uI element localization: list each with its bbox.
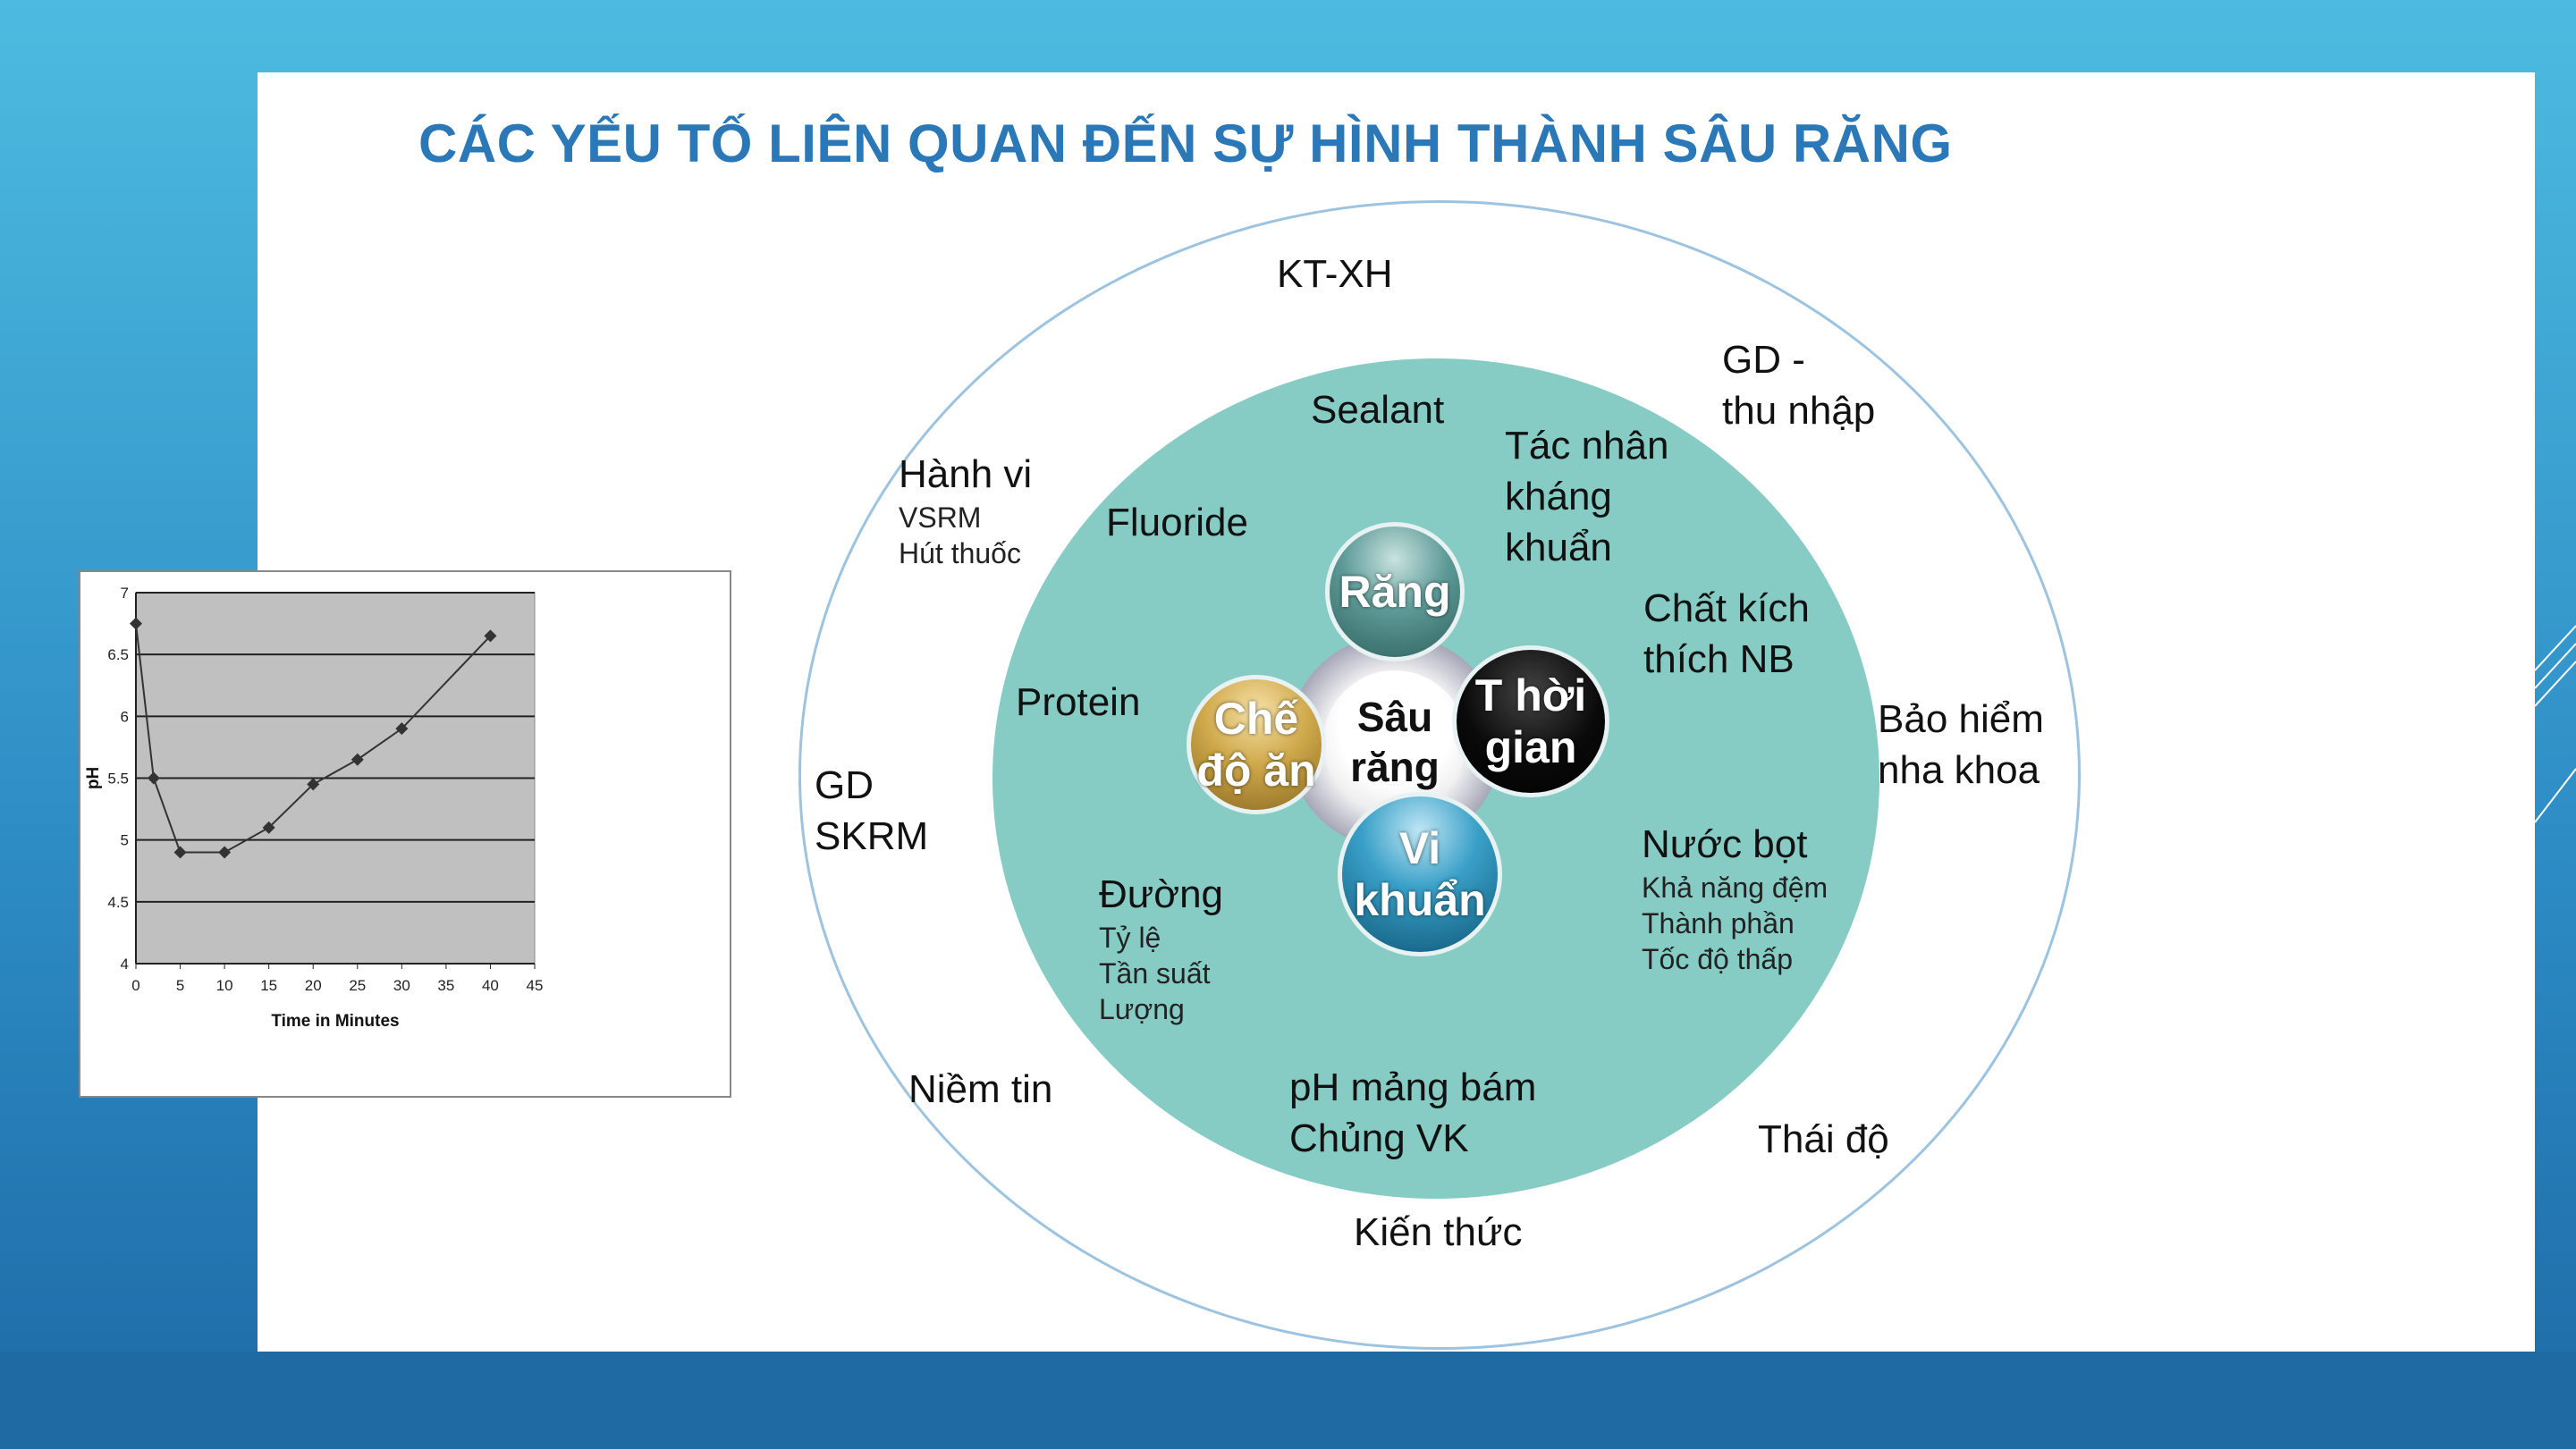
item: Thành phần bbox=[1642, 907, 1795, 939]
y-axis-label: pH bbox=[84, 767, 103, 789]
line: kháng bbox=[1505, 475, 1612, 518]
line: GD bbox=[815, 763, 874, 807]
label-fluoride: Fluoride bbox=[1106, 501, 1248, 544]
x-tick-label: 45 bbox=[527, 977, 544, 994]
data-point bbox=[147, 771, 160, 785]
node-rang: Răng bbox=[1325, 522, 1465, 661]
line: pH mảng bám bbox=[1289, 1066, 1537, 1109]
label-sealant: Sealant bbox=[1311, 388, 1445, 432]
line: khuẩn bbox=[1354, 875, 1486, 925]
line: độ ăn bbox=[1196, 746, 1316, 796]
item: Lượng bbox=[1099, 993, 1185, 1025]
node-che-do-an: Chế độ ăn bbox=[1187, 675, 1326, 814]
label-gd-skrm: GD SKRM bbox=[815, 760, 928, 862]
x-tick-label: 20 bbox=[305, 977, 322, 994]
heading: Nước bọt bbox=[1642, 822, 1808, 866]
x-tick-label: 10 bbox=[216, 977, 233, 994]
item: Tỷ lệ bbox=[1099, 922, 1161, 954]
bottom-band bbox=[0, 1352, 2576, 1449]
x-tick-label: 5 bbox=[176, 977, 184, 994]
label-tac-nhan: Tác nhân kháng khuẩn bbox=[1505, 420, 1668, 573]
label-bao-hiem: Bảo hiểm nha khoa bbox=[1878, 694, 2044, 796]
item: VSRM bbox=[899, 501, 982, 534]
line: khuẩn bbox=[1505, 526, 1612, 569]
decorative-lines bbox=[2535, 625, 2576, 823]
line: gian bbox=[1484, 722, 1577, 772]
y-tick-label: 6 bbox=[121, 708, 129, 725]
data-point bbox=[484, 629, 497, 643]
line: GD - bbox=[1722, 338, 1805, 382]
data-point bbox=[130, 617, 142, 630]
data-point bbox=[307, 778, 320, 791]
label-nuoc-bot: Nước bọt Khả năng đệm Thành phần Tốc độ thấ… bbox=[1642, 819, 1828, 977]
label-chat-kich: Chất kích thích NB bbox=[1643, 583, 1810, 685]
center-node-sau-rang: Sâu răng bbox=[1323, 670, 1466, 813]
slide-title: CÁC YẾU TỐ LIÊN QUAN ĐẾN SỰ HÌNH THÀNH S… bbox=[418, 114, 1953, 173]
data-point bbox=[262, 821, 275, 834]
data-point bbox=[395, 722, 409, 736]
y-tick-label: 6.5 bbox=[107, 646, 129, 663]
node-thoi-gian: T hời gian bbox=[1452, 645, 1609, 797]
data-point bbox=[351, 753, 364, 766]
line: Chế bbox=[1213, 694, 1299, 744]
ph-chart-svg: 4 4.5 5 5.5 6 6.5 7 0 5 10 15 20 25 30 35 40 45 Time in M… bbox=[84, 585, 544, 1031]
line: Bảo hiểm bbox=[1878, 697, 2044, 741]
x-tick-label: 25 bbox=[349, 977, 366, 994]
label-niem-tin: Niềm tin bbox=[908, 1067, 1053, 1111]
item: Hút thuốc bbox=[899, 537, 1021, 569]
line: nha khoa bbox=[1878, 748, 2040, 792]
line: Chủng VK bbox=[1289, 1116, 1469, 1160]
line: Tác nhân bbox=[1505, 424, 1669, 468]
y-tick-label: 5 bbox=[121, 832, 129, 849]
line: Chất kích bbox=[1643, 586, 1810, 630]
line: T hời bbox=[1474, 670, 1587, 720]
y-tick-label: 4.5 bbox=[107, 894, 129, 911]
line: Vi bbox=[1398, 823, 1441, 873]
item: Tần suất bbox=[1099, 957, 1211, 990]
label-kt-xh: KT-XH bbox=[1277, 252, 1393, 296]
label-hanh-vi: Hành vi VSRM Hút thuốc bbox=[899, 449, 1032, 571]
line: răng bbox=[1350, 744, 1440, 790]
heading: Đường bbox=[1099, 872, 1224, 916]
x-axis-label: Time in Minutes bbox=[271, 1012, 399, 1031]
x-tick-label: 35 bbox=[437, 977, 454, 994]
y-tick-label: 7 bbox=[121, 585, 129, 602]
line: Sâu bbox=[1356, 694, 1433, 740]
x-tick-label: 40 bbox=[482, 977, 499, 994]
line: thích NB bbox=[1643, 637, 1795, 681]
node-vi-khuan: Vi khuẩn bbox=[1338, 792, 1502, 956]
label-duong: Đường Tỷ lệ Tần suất Lượng bbox=[1099, 869, 1223, 1027]
outer-circle bbox=[798, 200, 2081, 1350]
heading: Hành vi bbox=[899, 452, 1033, 496]
line: Răng bbox=[1339, 567, 1451, 617]
x-tick-label: 30 bbox=[393, 977, 410, 994]
item: Tốc độ thấp bbox=[1642, 943, 1793, 975]
line: SKRM bbox=[815, 814, 929, 858]
line: thu nhập bbox=[1722, 389, 1876, 433]
label-thai-do: Thái độ bbox=[1758, 1117, 1889, 1161]
ph-chart: 4 4.5 5 5.5 6 6.5 7 0 5 10 15 20 25 30 35 40 45 Time in M… bbox=[79, 570, 731, 1098]
data-point bbox=[218, 846, 232, 859]
x-tick-label: 0 bbox=[131, 977, 139, 994]
label-ph: pH mảng bám Chủng VK bbox=[1289, 1062, 1536, 1164]
y-tick-label: 4 bbox=[121, 956, 129, 973]
item: Khả năng đệm bbox=[1642, 872, 1829, 904]
data-point bbox=[173, 846, 187, 859]
label-kien-thuc: Kiến thức bbox=[1354, 1210, 1523, 1254]
x-tick-label: 15 bbox=[260, 977, 277, 994]
label-gd-thu-nhap: GD - thu nhập bbox=[1722, 334, 1875, 436]
y-tick-label: 5.5 bbox=[107, 771, 129, 788]
label-protein: Protein bbox=[1016, 680, 1141, 724]
